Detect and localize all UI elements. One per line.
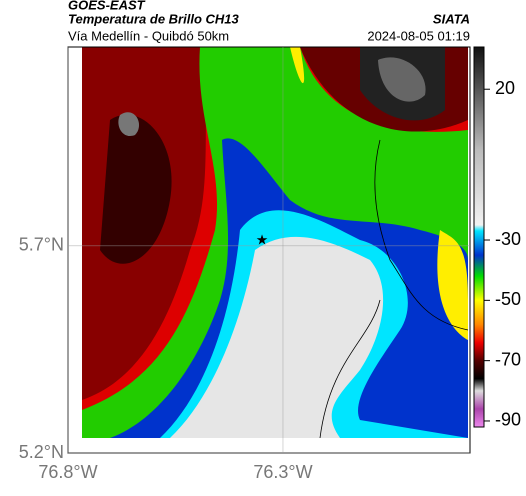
- subtitle: Vía Medellín - Quibdó 50km: [68, 28, 229, 43]
- lat-label: 5.7°N: [19, 235, 64, 255]
- station-star: ★: [256, 232, 269, 248]
- border: [319, 139, 469, 439]
- org: SIATA: [433, 11, 470, 26]
- datetime: 2024-08-05 01:19: [367, 28, 470, 43]
- colorbar-label: -30: [495, 229, 521, 249]
- lon-label: 76.3°W: [253, 462, 312, 482]
- colorbar-label: -50: [495, 289, 521, 309]
- source: GOES-EAST: [68, 0, 146, 12]
- colorbar-label: -90: [495, 410, 521, 430]
- title: Temperatura de Brillo CH13: [68, 11, 240, 26]
- lat-label: 5.2°N: [19, 442, 64, 462]
- colorbar: [473, 46, 485, 428]
- lon-label: 76.8°W: [38, 462, 97, 482]
- brightness-field: [82, 47, 468, 438]
- colorbar-label: -70: [495, 349, 521, 369]
- colorbar-label: 20: [495, 78, 515, 98]
